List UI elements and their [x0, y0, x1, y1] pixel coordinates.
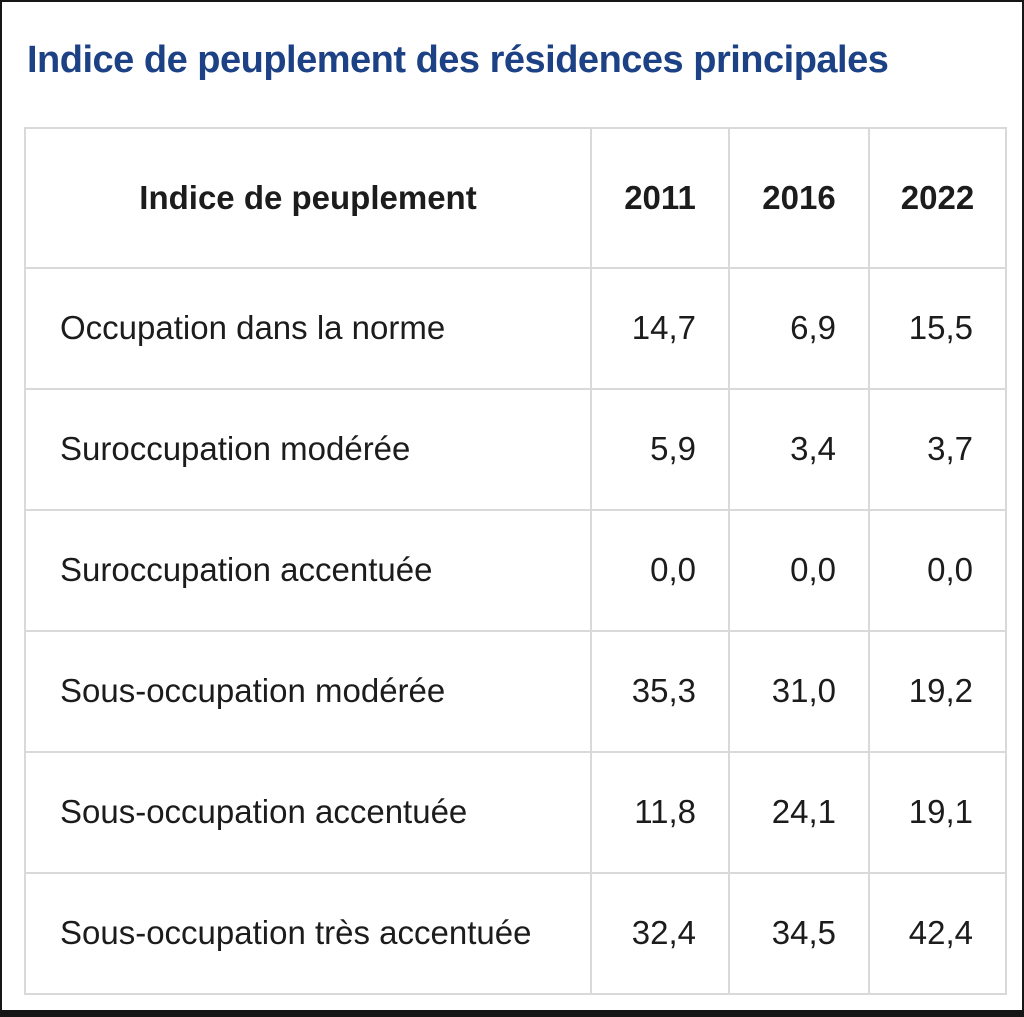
- value-2016: 3,4: [728, 387, 870, 511]
- value-2011: 11,8: [590, 750, 730, 874]
- table-row: Sous-occupation modérée 35,3 31,0 19,2: [24, 629, 1007, 753]
- value-2016: 0,0: [728, 508, 870, 632]
- value-2016: 6,9: [728, 266, 870, 390]
- table-row: Suroccupation accentuée 0,0 0,0 0,0: [24, 508, 1007, 632]
- value-2022: 15,5: [868, 266, 1007, 390]
- row-label: Sous-occupation très accentuée: [24, 871, 592, 995]
- value-2022: 3,7: [868, 387, 1007, 511]
- population-index-table: Indice de peuplement 2011 2016 2022 Occu…: [24, 126, 1007, 995]
- value-2011: 32,4: [590, 871, 730, 995]
- value-2016: 31,0: [728, 629, 870, 753]
- table-row: Sous-occupation accentuée 11,8 24,1 19,1: [24, 750, 1007, 874]
- row-label: Occupation dans la norme: [24, 266, 592, 390]
- value-2022: 0,0: [868, 508, 1007, 632]
- value-2022: 42,4: [868, 871, 1007, 995]
- value-2011: 14,7: [590, 266, 730, 390]
- row-label: Suroccupation modérée: [24, 387, 592, 511]
- value-2016: 24,1: [728, 750, 870, 874]
- row-label: Sous-occupation accentuée: [24, 750, 592, 874]
- value-2011: 5,9: [590, 387, 730, 511]
- value-2011: 35,3: [590, 629, 730, 753]
- column-header-2022: 2022: [868, 126, 1007, 269]
- table-row: Suroccupation modérée 5,9 3,4 3,7: [24, 387, 1007, 511]
- row-label: Suroccupation accentuée: [24, 508, 592, 632]
- value-2022: 19,1: [868, 750, 1007, 874]
- table-row: Occupation dans la norme 14,7 6,9 15,5: [24, 266, 1007, 390]
- value-2022: 19,2: [868, 629, 1007, 753]
- page-title: Indice de peuplement des résidences prin…: [27, 39, 889, 81]
- column-header-2011: 2011: [590, 126, 730, 269]
- column-header-indice: Indice de peuplement: [24, 126, 592, 269]
- table-row: Sous-occupation très accentuée 32,4 34,5…: [24, 871, 1007, 995]
- column-header-2016: 2016: [728, 126, 870, 269]
- value-2011: 0,0: [590, 508, 730, 632]
- table-header-row: Indice de peuplement 2011 2016 2022: [24, 126, 1007, 269]
- value-2016: 34,5: [728, 871, 870, 995]
- row-label: Sous-occupation modérée: [24, 629, 592, 753]
